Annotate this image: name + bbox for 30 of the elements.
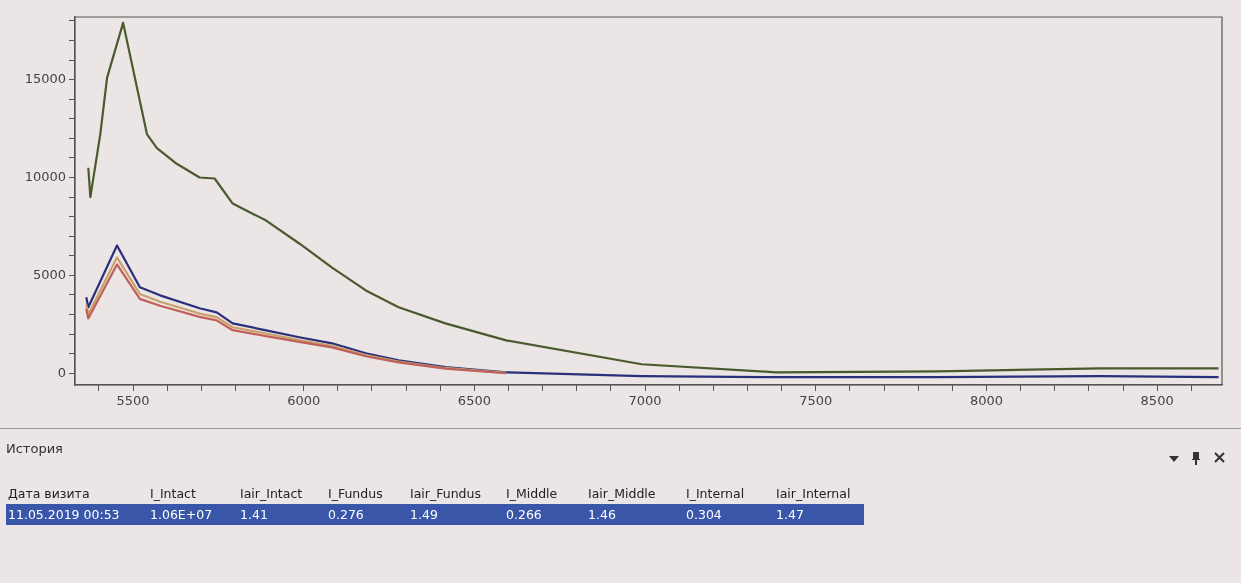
x-tick-label: 6000 <box>287 393 321 409</box>
text: Iair_Internal <box>775 485 852 503</box>
text: 0.276 <box>326 504 408 525</box>
text: I_Fundus <box>327 485 384 503</box>
x-tick-label: 8500 <box>1140 393 1174 409</box>
text: 1.47 <box>774 504 864 525</box>
text: 1.49 <box>408 504 504 525</box>
text: I_Internal <box>685 485 746 503</box>
text: Iair_Fundus <box>409 485 482 503</box>
text: 1.41 <box>238 504 326 525</box>
x-tick-label: 5500 <box>116 393 150 409</box>
y-tick-label: 15000 <box>24 71 66 87</box>
x-tick-label: 8000 <box>969 393 1003 409</box>
text: История <box>6 441 63 456</box>
x-tick-label: 7000 <box>628 393 662 409</box>
text: 1.46 <box>586 504 684 525</box>
x-tick-label: 6500 <box>457 393 491 409</box>
text: 11.05.2019 00:53 <box>6 504 148 525</box>
text: 0.304 <box>684 504 774 525</box>
text: I_Intact <box>149 485 197 503</box>
x-tick-label: 7500 <box>799 393 833 409</box>
y-tick-label: 5000 <box>32 266 66 282</box>
text: I_Middle <box>505 485 559 503</box>
text: Дата визита <box>7 485 91 503</box>
text: 1.06E+07 <box>148 504 238 525</box>
text: Iair_Middle <box>587 485 657 503</box>
text: Iair_Intact <box>239 485 304 503</box>
y-tick-label: 0 <box>57 364 66 380</box>
y-tick-label: 10000 <box>24 168 66 184</box>
text: 0.266 <box>504 504 586 525</box>
